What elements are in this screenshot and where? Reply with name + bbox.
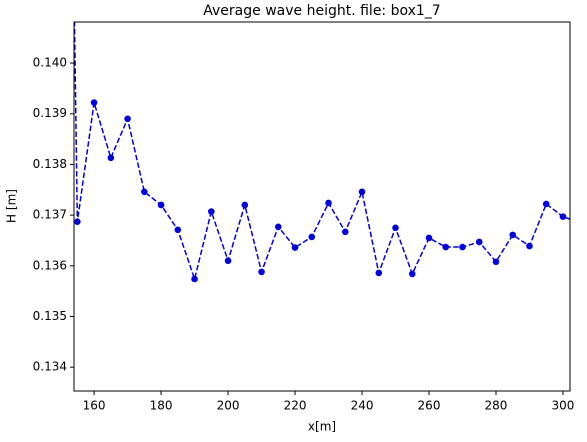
- data-point: [526, 242, 533, 250]
- y-tick-label: 0.136: [33, 258, 67, 272]
- data-point: [90, 99, 98, 106]
- data-point: [241, 201, 249, 209]
- data-point: [442, 243, 450, 251]
- data-point: [224, 257, 232, 265]
- data-point: [358, 188, 366, 196]
- data-point: [392, 224, 399, 232]
- x-tick-label: 180: [150, 399, 173, 413]
- y-axis-label: H [m]: [5, 189, 19, 223]
- y-tick-label: 0.135: [33, 309, 67, 323]
- data-point: [425, 234, 433, 242]
- y-tick-label: 0.139: [33, 106, 67, 120]
- data-point: [475, 238, 483, 246]
- plot-area: [74, 22, 583, 283]
- data-point: [141, 188, 148, 196]
- x-tick-label: 220: [284, 399, 307, 413]
- data-point: [509, 231, 517, 239]
- data-point: [274, 223, 282, 231]
- y-tick-label: 0.138: [33, 157, 67, 171]
- data-point: [559, 213, 567, 220]
- data-line: [74, 22, 570, 282]
- data-point: [459, 243, 466, 251]
- data-point: [576, 219, 583, 226]
- x-tick-label: 160: [83, 399, 106, 413]
- axes-frame: [73, 21, 571, 392]
- data-point: [408, 270, 416, 278]
- y-tick-label: 0.134: [33, 360, 67, 374]
- data-point: [492, 258, 500, 266]
- x-tick-label: 280: [485, 399, 508, 413]
- x-tick-label: 200: [217, 399, 240, 413]
- data-point: [174, 226, 182, 234]
- data-point: [157, 201, 165, 209]
- data-point: [258, 268, 265, 276]
- y-tick-label: 0.140: [33, 56, 67, 70]
- x-axis-label: x[m]: [308, 420, 336, 434]
- x-tick-label: 300: [552, 399, 575, 413]
- data-point: [107, 154, 115, 162]
- data-point: [74, 218, 81, 226]
- data-point: [325, 199, 332, 207]
- data-point: [542, 200, 550, 208]
- data-point: [341, 228, 349, 236]
- data-point: [191, 275, 198, 283]
- x-tick-label: 240: [351, 399, 374, 413]
- data-point: [308, 233, 316, 241]
- chart-title: Average wave height. file: box1_7: [203, 3, 440, 19]
- data-point: [375, 269, 383, 277]
- y-tick-label: 0.137: [33, 208, 67, 222]
- x-tick-label: 260: [418, 399, 441, 413]
- data-point: [208, 208, 215, 215]
- data-point: [124, 115, 131, 123]
- data-point: [291, 244, 299, 251]
